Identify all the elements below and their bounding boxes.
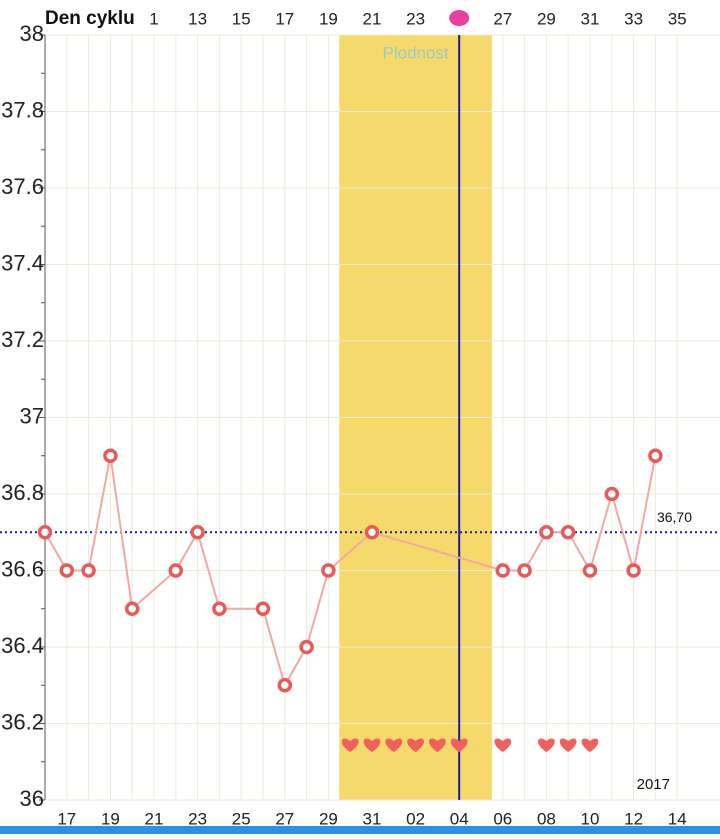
- x-tick-label: 14: [668, 809, 687, 828]
- temp-line: [589, 493, 613, 571]
- heart-icon: [538, 738, 555, 752]
- temp-point: [255, 601, 271, 616]
- x-tick-label: 27: [275, 809, 294, 828]
- heart-icon: [385, 738, 403, 752]
- temp-point: [321, 563, 336, 578]
- temp-point: [299, 639, 314, 655]
- cycle-day-label: 29: [537, 9, 556, 28]
- temp-point: [648, 448, 663, 463]
- x-tick-label: 23: [188, 809, 207, 828]
- cycle-day-label: 19: [319, 9, 338, 28]
- cycle-day-label: 31: [581, 9, 600, 28]
- x-tick-label: 31: [363, 809, 382, 828]
- temp-point: [539, 525, 554, 540]
- temp-point: [604, 486, 620, 502]
- y-tick-label: 37.4: [1, 250, 44, 275]
- x-tick-label: 21: [145, 809, 164, 828]
- y-tick-label: 36.4: [1, 633, 44, 658]
- x-tick-label: 10: [581, 809, 600, 828]
- cycle-day-label: 15: [232, 9, 251, 28]
- temp-point: [124, 601, 140, 616]
- temp-line: [523, 531, 548, 571]
- temp-point: [190, 525, 205, 540]
- bottom-bar: [0, 826, 720, 834]
- heart-icon: [559, 738, 577, 752]
- temp-point: [364, 525, 380, 540]
- cycle-day-label: 17: [275, 9, 294, 28]
- heart-icon: [407, 738, 424, 752]
- heart-icon: [581, 738, 599, 752]
- temp-line: [44, 531, 68, 571]
- heart-icon: [363, 738, 381, 752]
- cycle-day-label: 33: [624, 9, 643, 28]
- cycle-day-label: 27: [493, 9, 512, 28]
- temp-line: [327, 531, 373, 572]
- y-tick-label: 36: [20, 786, 44, 811]
- temp-line: [283, 646, 308, 686]
- cycle-day-label: 1: [149, 9, 158, 28]
- temp-point: [59, 563, 75, 578]
- x-tick-label: 25: [232, 809, 251, 828]
- temp-line: [174, 531, 199, 571]
- y-tick-label: 37.6: [1, 174, 44, 199]
- temp-line: [87, 455, 112, 571]
- heart-icon: [341, 738, 359, 752]
- cycle-day-label: 21: [363, 9, 382, 28]
- temp-point: [168, 563, 184, 578]
- x-tick-label: 02: [406, 809, 425, 828]
- temp-point: [626, 563, 641, 578]
- y-tick-label: 37.8: [1, 97, 44, 122]
- temp-point: [582, 563, 598, 578]
- x-tick-label: 04: [450, 809, 469, 828]
- temp-point: [81, 563, 96, 578]
- chart-title: Den cyklu: [45, 8, 135, 29]
- temp-point: [212, 601, 227, 616]
- temp-line: [196, 531, 221, 610]
- temp-line: [567, 531, 591, 571]
- y-tick-label: 36.6: [1, 556, 44, 581]
- heart-icon: [429, 738, 446, 752]
- x-tick-label: 29: [319, 809, 338, 828]
- ovulation-dot: [449, 10, 470, 26]
- temp-line: [305, 570, 330, 648]
- y-tick-label: 37: [20, 403, 44, 428]
- x-tick-label: 06: [493, 809, 512, 828]
- reference-label: 36,70: [657, 509, 692, 525]
- heart-icon: [494, 738, 512, 752]
- temp-line: [131, 569, 177, 610]
- temp-line: [371, 531, 504, 572]
- temp-line: [109, 455, 134, 609]
- heart-icon: [450, 738, 468, 752]
- y-tick-label: 36.2: [1, 709, 44, 734]
- x-tick-label: 17: [57, 809, 76, 828]
- temp-line: [610, 493, 635, 571]
- temp-point: [37, 525, 53, 540]
- cycle-day-label: 13: [188, 9, 207, 28]
- temp-point: [103, 448, 118, 463]
- y-tick-label: 36.8: [1, 480, 44, 505]
- y-tick-label: 37.2: [1, 327, 44, 352]
- temp-line: [262, 608, 286, 686]
- cycle-day-label: 35: [668, 9, 687, 28]
- temp-point: [495, 563, 511, 578]
- x-tick-label: 08: [537, 809, 556, 828]
- x-tick-label: 12: [624, 809, 643, 828]
- temp-point: [517, 563, 532, 578]
- year-label: 2017: [637, 776, 670, 793]
- fertile-label: Plodnost: [383, 43, 449, 62]
- y-tick-label: 38: [20, 21, 44, 46]
- temp-line: [632, 455, 657, 571]
- temp-point: [560, 525, 576, 540]
- temp-point: [277, 678, 293, 693]
- cycle-day-label: 23: [406, 9, 425, 28]
- x-tick-label: 19: [101, 809, 120, 828]
